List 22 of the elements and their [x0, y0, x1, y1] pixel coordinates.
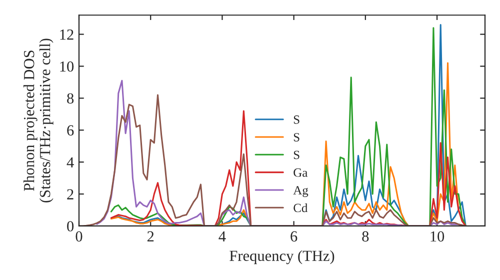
x-tick-label: 0 [76, 231, 82, 242]
x-tick-label: 4 [218, 231, 226, 242]
y-axis-title: Phonon projected DOS (States/THz·primitive cell) [23, 38, 54, 202]
legend-label: Ga [294, 168, 308, 177]
legend-label: S [294, 115, 300, 124]
legend-label: Ag [293, 186, 308, 198]
legend-label: S [294, 133, 300, 142]
x-tick-label: 2 [147, 231, 154, 242]
x-tick-label: 8 [362, 231, 369, 242]
y-tick-label: 2 [67, 189, 74, 200]
line-series [110, 110, 466, 226]
y-tick-label: 0 [67, 221, 74, 232]
y-tick-label: 6 [67, 125, 74, 136]
x-tick-label: 10 [430, 231, 444, 242]
legend-label: Cd [294, 203, 308, 212]
y-tick-label: 12 [60, 29, 74, 40]
y-tick-label: 10 [60, 61, 74, 72]
y-tick-label: 4 [66, 157, 74, 168]
x-tick-label: 6 [290, 231, 298, 242]
y-tick-label: 8 [67, 93, 74, 104]
legend-label: S [294, 150, 300, 160]
x-axis-title: Frequency (THz) [230, 250, 334, 264]
